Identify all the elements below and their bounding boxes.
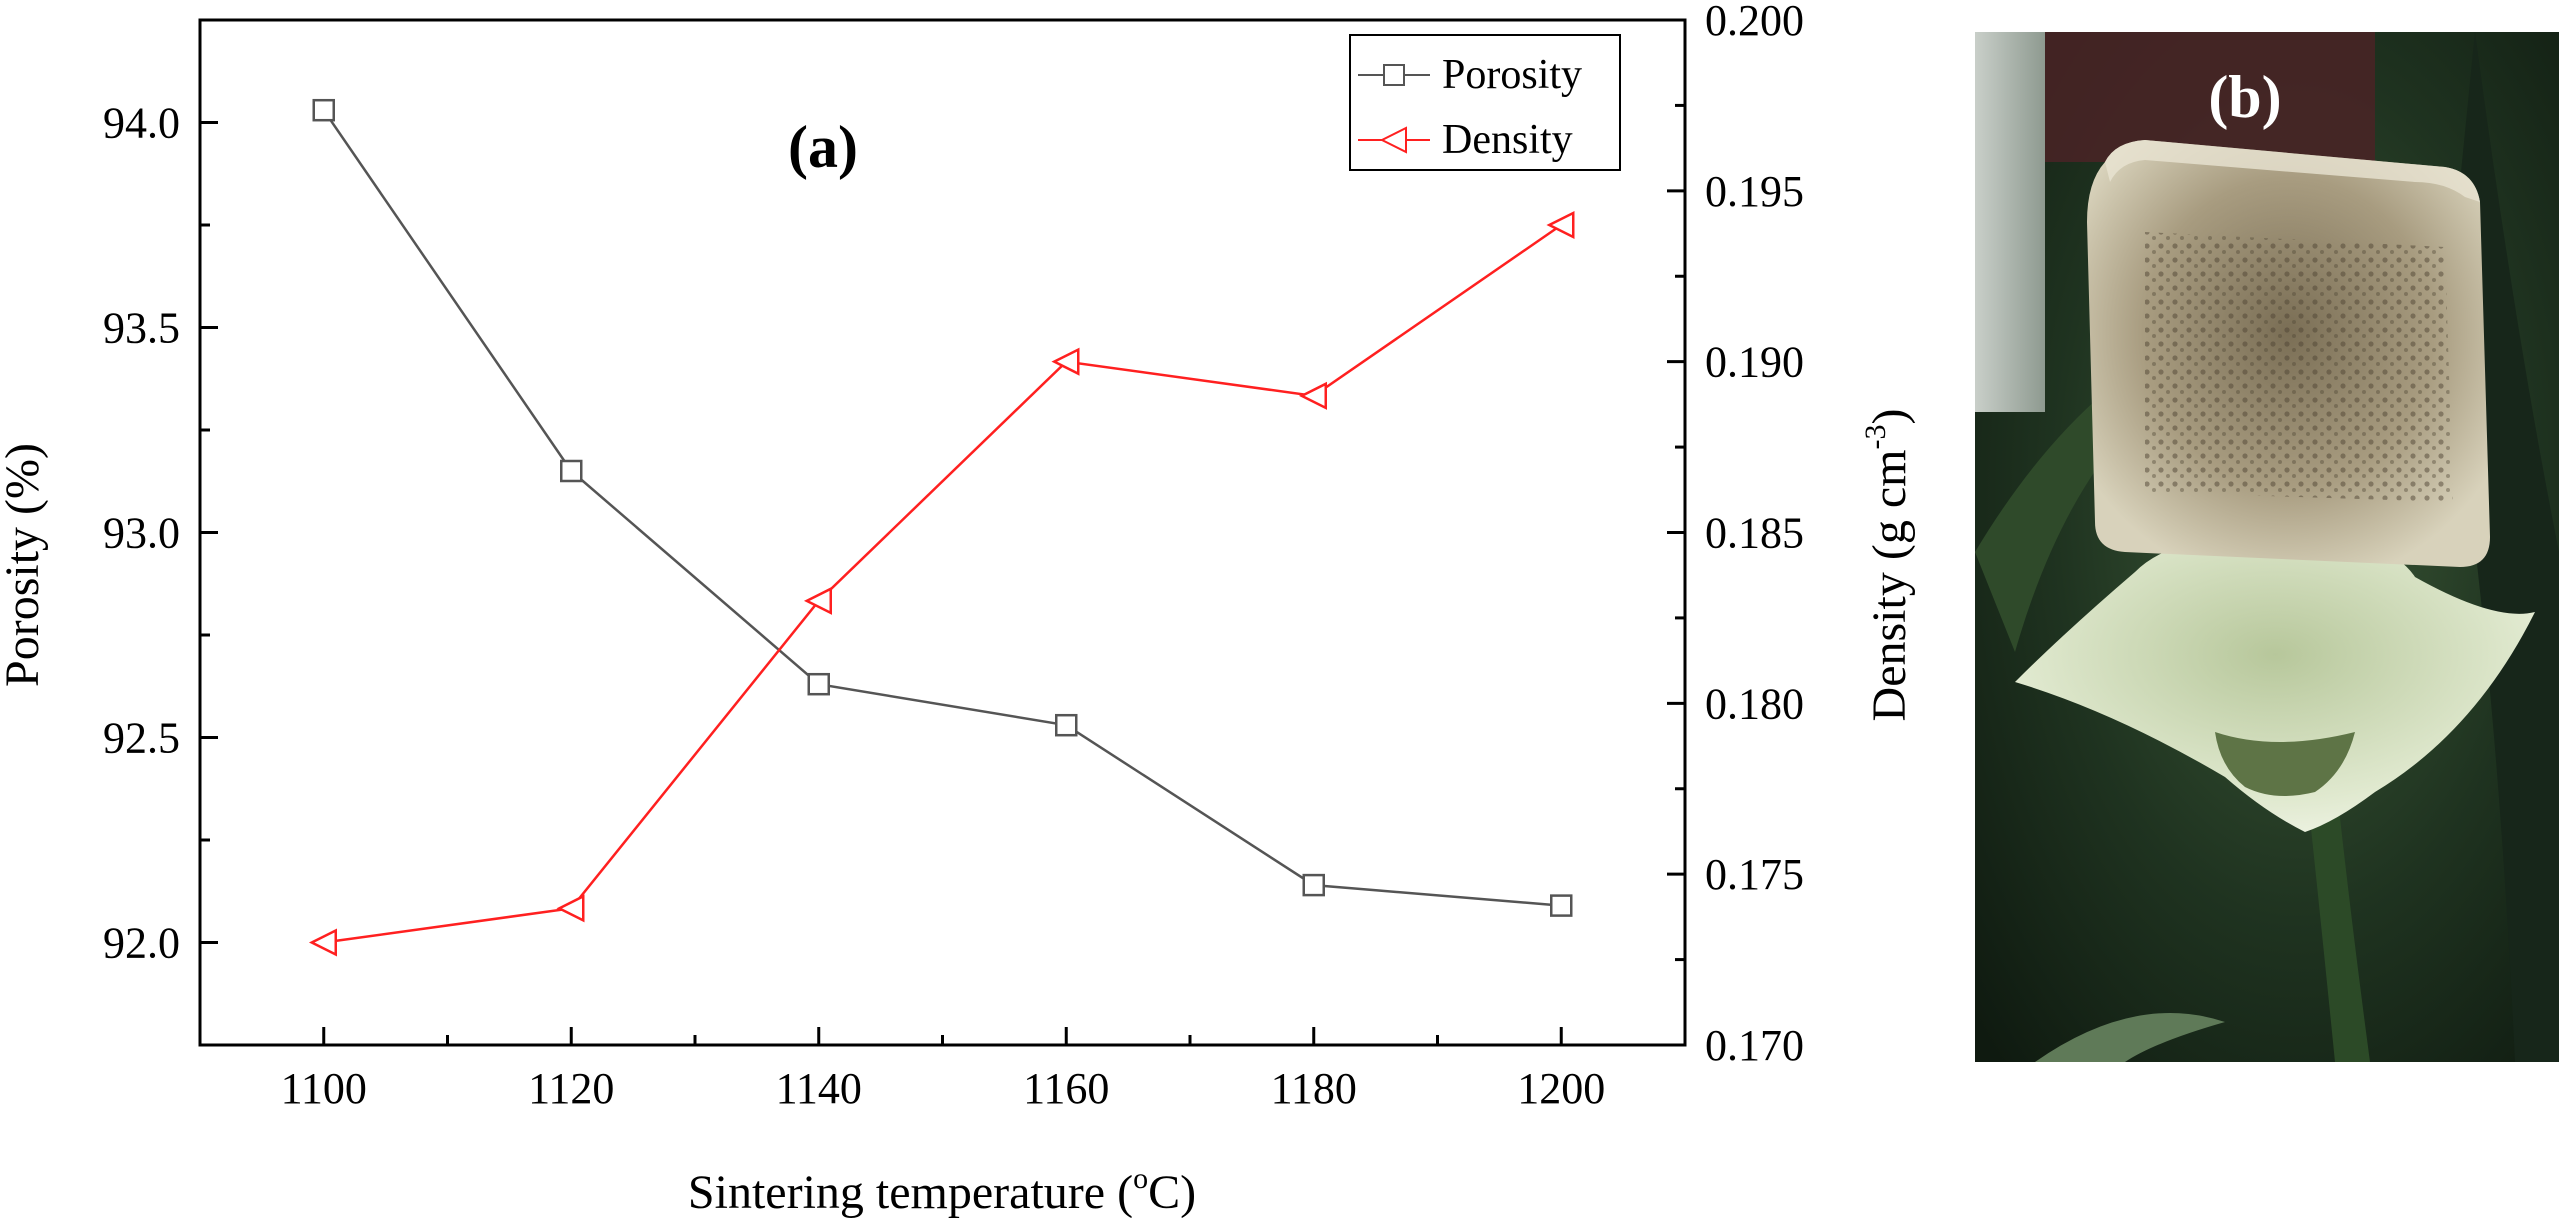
legend-density-marker: [1379, 126, 1407, 154]
series-layer: [308, 98, 1575, 957]
x-tick-label: 1200: [1517, 1064, 1605, 1113]
right-tick-label: 0.195: [1705, 167, 1804, 216]
porosity-point: [1550, 894, 1573, 917]
density-point: [556, 894, 585, 923]
porosity-point: [807, 672, 830, 696]
chart-a: 1100 1120 1140 1160 1180 1200 92.0 92.5 93.0 93.…: [0, 0, 1916, 1219]
porosity-point: [560, 459, 583, 483]
right-axis-ticks: 0.170 0.175 0.180 0.185 0.190 0.195 0.200: [1667, 0, 1804, 1070]
right-tick-label: 0.180: [1705, 679, 1804, 728]
x-tick-label: 1140: [776, 1064, 862, 1113]
left-tick-label: 93.5: [103, 304, 180, 353]
right-axis-label-sup: -3: [1859, 425, 1892, 450]
porosity-point: [1302, 873, 1325, 897]
leaf-bottom: [2035, 1013, 2225, 1062]
right-tick-label: 0.185: [1705, 509, 1804, 558]
left-tick-label: 93.0: [103, 509, 180, 558]
flower-petals: [2015, 536, 2535, 832]
legend-porosity-marker: [1383, 64, 1405, 86]
legend: Porosity Density: [1349, 34, 1621, 171]
sponge-edge-highlight: [2105, 140, 2480, 202]
series-line-porosity: [322, 109, 1562, 907]
sponge-pores: [2145, 232, 2453, 502]
density-point: [1298, 381, 1327, 410]
right-tick-label: 0.190: [1705, 338, 1804, 387]
density-point: [308, 928, 337, 957]
right-tick-label: 0.175: [1705, 850, 1804, 899]
left-axis-ticks: 92.0 92.5 93.0 93.5 94.0: [103, 18, 218, 1047]
x-axis-label-sup: o: [1133, 1162, 1148, 1195]
left-tick-label: 94.0: [103, 99, 180, 148]
x-axis-label: Sintering temperature (oC): [688, 1162, 1196, 1219]
left-tick-label: 92.0: [103, 919, 180, 968]
right-axis-label-text: Density (g cm: [1863, 450, 1916, 722]
stem: [2305, 772, 2370, 1062]
right-axis-label: Density (g cm-3): [1859, 409, 1916, 722]
x-tick-label: 1180: [1271, 1064, 1357, 1113]
photo-wall: [1975, 32, 2045, 412]
flower-center: [2215, 732, 2355, 796]
x-axis-label-text: Sintering temperature (: [688, 1166, 1133, 1219]
left-tick-label: 92.5: [103, 714, 180, 763]
photo-dark-red-backdrop: [2045, 32, 2375, 162]
right-tick-label: 0.170: [1705, 1021, 1804, 1070]
legend-porosity-label: Porosity: [1442, 52, 1582, 98]
legend-density-label: Density: [1442, 117, 1573, 163]
density-point: [1546, 210, 1575, 240]
photo-illustration: (b): [1975, 32, 2559, 1062]
right-tick-label: 0.200: [1705, 0, 1804, 45]
panel-label-a: (a): [788, 114, 858, 180]
panel-label-b: (b): [2208, 64, 2281, 130]
density-point: [803, 586, 832, 615]
density-point: [1051, 347, 1080, 376]
x-tick-label: 1160: [1023, 1064, 1109, 1113]
porosity-point: [312, 98, 335, 122]
x-tick-label: 1100: [281, 1064, 367, 1113]
left-axis-label: Porosity (%): [0, 443, 49, 687]
photo-panel-b: (b): [1975, 32, 2559, 1062]
x-axis-label-tail: C): [1148, 1166, 1196, 1219]
x-axis-ticks: 1100 1120 1140 1160 1180 1200: [198, 1027, 1687, 1113]
x-tick-label: 1120: [528, 1064, 614, 1113]
porosity-point: [1055, 713, 1078, 737]
right-axis-label-tail: ): [1863, 409, 1916, 425]
series-line-density: [323, 223, 1562, 944]
plot-frame: [198, 18, 1687, 1047]
leaf-left: [1975, 392, 2125, 652]
